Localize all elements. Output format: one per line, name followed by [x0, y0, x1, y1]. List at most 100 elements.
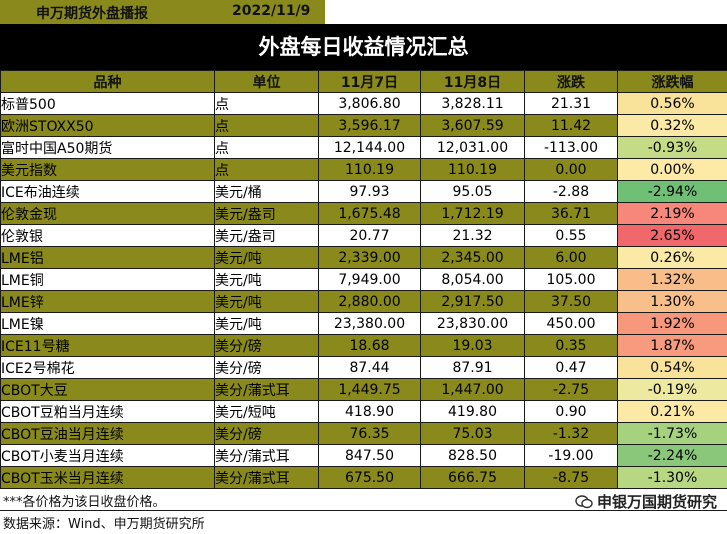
- table-row: 美元指数点 110.19 110.19 0.00 0.00%: [0, 158, 727, 181]
- row-change: 0.47: [524, 356, 618, 379]
- row-value-date2: 666.75: [420, 466, 525, 489]
- row-value-date2: 75.03: [420, 422, 525, 445]
- row-name: CBOT小麦当月连续: [0, 444, 215, 467]
- row-name: CBOT大豆: [0, 378, 215, 401]
- row-value-date1: 87.44: [318, 356, 421, 379]
- row-unit: 点: [214, 92, 319, 115]
- watermark-text: 申银万国期货研究: [596, 493, 717, 511]
- row-change: 21.31: [524, 92, 618, 115]
- row-pct: 0.26%: [617, 246, 727, 269]
- row-name: 欧洲STOXX50: [0, 114, 215, 137]
- row-value-date2: 3,607.59: [420, 114, 525, 137]
- row-value-date1: 12,144.00: [318, 136, 421, 159]
- footer-note-text: ***各价格为该日收盘价格。: [3, 495, 166, 510]
- row-change: 105.00: [524, 268, 618, 291]
- row-change: -2.88: [524, 180, 618, 203]
- col-header-name: 品种: [0, 70, 215, 93]
- row-pct: 0.56%: [617, 92, 727, 115]
- row-name: ICE11号糖: [0, 334, 215, 357]
- row-change: 11.42: [524, 114, 618, 137]
- row-change: -19.00: [524, 444, 618, 467]
- row-name: ICE布油连续: [0, 180, 215, 203]
- row-name: LME铝: [0, 246, 215, 269]
- row-value-date1: 418.90: [318, 400, 421, 423]
- table-row: ICE布油连续 美元/桶 97.93 95.05 -2.88 -2.94%: [0, 180, 727, 203]
- row-pct: 0.21%: [617, 400, 727, 423]
- table-title: 外盘每日收益情况汇总: [0, 24, 727, 70]
- row-change: -1.32: [524, 422, 618, 445]
- row-change: 0.55: [524, 224, 618, 247]
- row-pct: 2.19%: [617, 202, 727, 225]
- table-row: CBOT大豆 美分/蒲式耳 1,449.75 1,447.00 -2.75 -0.19%: [0, 378, 727, 401]
- row-name: LME铜: [0, 268, 215, 291]
- row-value-date1: 847.50: [318, 444, 421, 467]
- footer-source-text: 数据来源：Wind、申万期货研究所: [3, 517, 205, 532]
- row-pct: -0.19%: [617, 378, 727, 401]
- table-row: CBOT玉米当月连续 美分/蒲式耳 675.50 666.75 -8.75 -1.30%: [0, 466, 727, 489]
- row-value-date2: 8,054.00: [420, 268, 525, 291]
- report-date: 2022/11/9: [232, 3, 311, 19]
- table-row: CBOT豆粕当月连续 美元/短吨 418.90 419.80 0.90 0.21%: [0, 400, 727, 423]
- row-unit: 美元/盎司: [214, 202, 319, 225]
- row-value-date2: 12,031.00: [420, 136, 525, 159]
- row-value-date2: 828.50: [420, 444, 525, 467]
- row-value-date1: 2,880.00: [318, 290, 421, 313]
- row-value-date1: 675.50: [318, 466, 421, 489]
- row-value-date2: 23,830.00: [420, 312, 525, 335]
- row-value-date1: 1,449.75: [318, 378, 421, 401]
- row-pct: 0.54%: [617, 356, 727, 379]
- row-value-date1: 23,380.00: [318, 312, 421, 335]
- col-header-pct: 涨跌幅: [617, 70, 727, 93]
- report-header-bar: 申万期货外盘播报 2022/11/9: [0, 0, 727, 24]
- row-change: 36.71: [524, 202, 618, 225]
- table-row: 伦敦银 美元/盎司 20.77 21.32 0.55 2.65%: [0, 224, 727, 247]
- row-value-date2: 110.19: [420, 158, 525, 181]
- table-row: LME镍 美元/吨 23,380.00 23,830.00 450.00 1.92%: [0, 312, 727, 335]
- row-name: CBOT豆油当月连续: [0, 422, 215, 445]
- table-row: CBOT小麦当月连续 美分/蒲式耳 847.50 828.50 -19.00 -2.24%: [0, 444, 727, 467]
- row-change: 0.00: [524, 158, 618, 181]
- footer-source: 数据来源：Wind、申万期货研究所: [0, 511, 727, 532]
- row-name: 伦敦金现: [0, 202, 215, 225]
- row-name: 美元指数: [0, 158, 215, 181]
- row-name: CBOT豆粕当月连续: [0, 400, 215, 423]
- row-change: -2.75: [524, 378, 618, 401]
- row-unit: 美分/蒲式耳: [214, 378, 319, 401]
- row-name: 标普500: [0, 92, 215, 115]
- col-header-change: 涨跌: [524, 70, 618, 93]
- table-row: LME铜 美元/吨 7,949.00 8,054.00 105.00 1.32%: [0, 268, 727, 291]
- table-row: 伦敦金现 美元/盎司 1,675.48 1,712.19 36.71 2.19%: [0, 202, 727, 225]
- row-name: 伦敦银: [0, 224, 215, 247]
- row-pct: 1.87%: [617, 334, 727, 357]
- row-pct: -2.94%: [617, 180, 727, 203]
- row-change: -8.75: [524, 466, 618, 489]
- row-pct: -1.30%: [617, 466, 727, 489]
- row-unit: 美元/吨: [214, 290, 319, 313]
- row-value-date2: 1,447.00: [420, 378, 525, 401]
- row-name: ICE2号棉花: [0, 356, 215, 379]
- wechat-icon: [575, 495, 593, 509]
- table-row: 富时中国A50期货点 12,144.00 12,031.00 -113.00 -0.93…: [0, 136, 727, 159]
- row-value-date1: 20.77: [318, 224, 421, 247]
- row-value-date1: 3,806.80: [318, 92, 421, 115]
- row-value-date1: 2,339.00: [318, 246, 421, 269]
- row-unit: 美元/盎司: [214, 224, 319, 247]
- col-header-date1: 11月7日: [318, 70, 421, 93]
- table-row: LME锌 美元/吨 2,880.00 2,917.50 37.50 1.30%: [0, 290, 727, 313]
- row-value-date2: 19.03: [420, 334, 525, 357]
- row-value-date2: 87.91: [420, 356, 525, 379]
- report-header-block: [0, 0, 325, 24]
- row-pct: -0.93%: [617, 136, 727, 159]
- row-pct: -1.73%: [617, 422, 727, 445]
- row-value-date1: 3,596.17: [318, 114, 421, 137]
- row-pct: 1.92%: [617, 312, 727, 335]
- row-value-date2: 2,345.00: [420, 246, 525, 269]
- row-name: LME镍: [0, 312, 215, 335]
- row-unit: 点: [214, 136, 319, 159]
- table-row: 标普500 点 3,806.80 3,828.11 21.31 0.56%: [0, 92, 727, 115]
- returns-table: 品种 单位 11月7日 11月8日 涨跌 涨跌幅 标普500 点 3,806.80 3…: [0, 70, 727, 489]
- row-unit: 美分/磅: [214, 334, 319, 357]
- row-change: 6.00: [524, 246, 618, 269]
- row-pct: 1.30%: [617, 290, 727, 313]
- col-header-date2: 11月8日: [420, 70, 525, 93]
